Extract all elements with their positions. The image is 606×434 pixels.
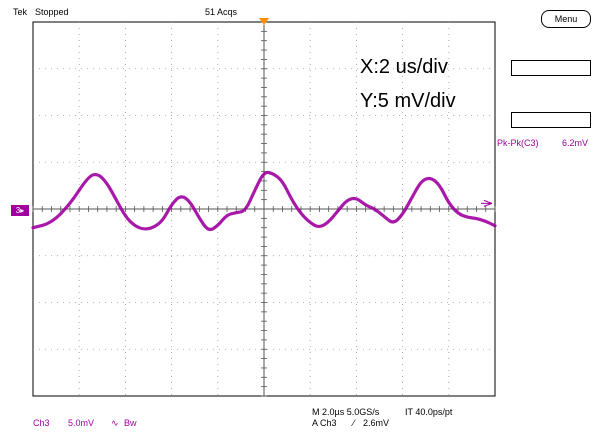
measurement-slot-2[interactable] bbox=[511, 112, 591, 128]
channel-3-marker-label: 3 bbox=[15, 206, 21, 215]
acquisition-count: 51 Acqs bbox=[205, 7, 238, 17]
measurement-slot-1[interactable] bbox=[511, 60, 591, 76]
trigger-position-marker bbox=[259, 18, 269, 25]
channel-3-trace bbox=[31, 170, 497, 232]
menu-button[interactable]: Menu bbox=[541, 10, 591, 28]
channel-3-ground-marker[interactable]: 3 ▸ bbox=[11, 205, 29, 216]
interval-readout: IT 40.0ps/pt bbox=[405, 407, 453, 417]
timebase-readout: M 2.0µs 5.0GS/s bbox=[312, 407, 380, 417]
trigger-level: 2.6mV bbox=[363, 418, 390, 428]
acquisition-status: Stopped bbox=[35, 7, 69, 17]
measurement-value: 6.2mV bbox=[562, 138, 589, 148]
bandwidth-limit-icon: ∿ bbox=[111, 418, 119, 428]
channel-scale: 5.0mV bbox=[68, 418, 95, 428]
y-scale-annotation: Y:5 mV/div bbox=[360, 90, 456, 112]
x-scale-annotation: X:2 us/div bbox=[360, 56, 448, 78]
bandwidth-limit-label: Bw bbox=[124, 418, 137, 428]
channel-name: Ch3 bbox=[33, 418, 50, 428]
brand-label: Tek bbox=[13, 7, 28, 17]
trigger-slope-icon: ⁄ bbox=[353, 418, 355, 428]
measurement-label: Pk-Pk(C3) bbox=[497, 138, 539, 148]
trigger-level-marker bbox=[481, 199, 493, 207]
trigger-source: A Ch3 bbox=[312, 418, 337, 428]
